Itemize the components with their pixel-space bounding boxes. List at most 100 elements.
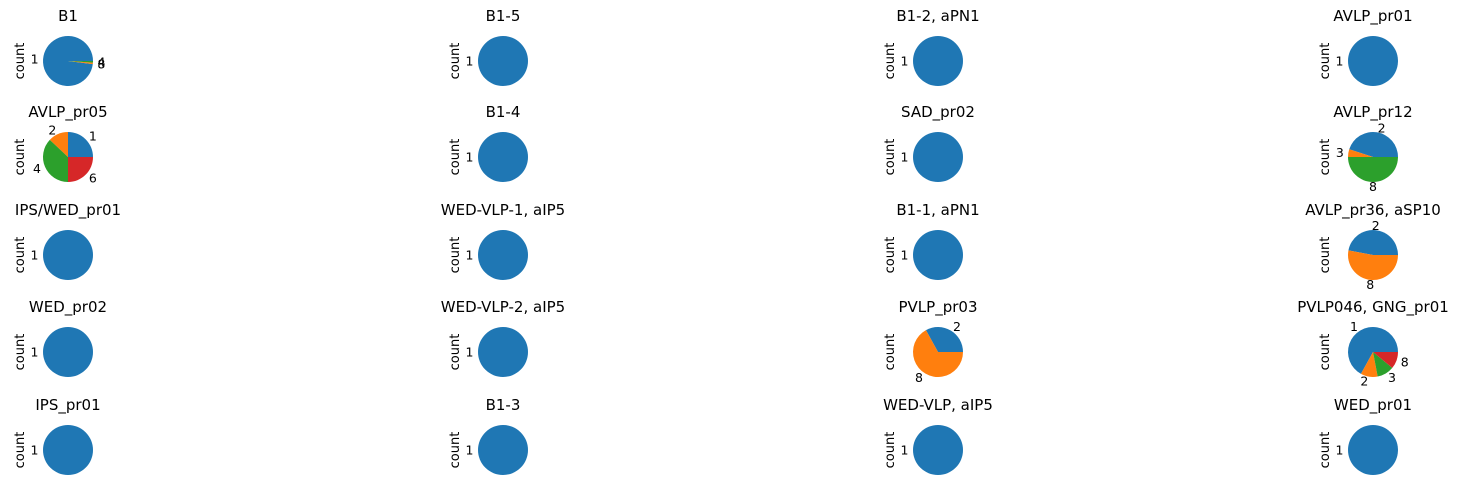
pie-slice bbox=[1348, 36, 1398, 86]
chart-title: PVLP046, GNG_pr01 bbox=[1297, 298, 1449, 317]
pie-slice bbox=[1348, 157, 1398, 182]
pie-chart: B1-3 count 1 bbox=[448, 396, 528, 475]
slice-label: 8 bbox=[97, 56, 105, 71]
slice-label: 2 bbox=[1360, 374, 1368, 389]
slice-label: 8 bbox=[1366, 277, 1374, 292]
slice-label: 1 bbox=[1336, 443, 1344, 458]
slice-label: 8 bbox=[915, 370, 923, 385]
slice-label: 1 bbox=[1350, 319, 1358, 334]
chart-title: PVLP_pr03 bbox=[899, 298, 978, 317]
pie-slice bbox=[1360, 352, 1378, 377]
slice-label: 8 bbox=[1369, 179, 1377, 194]
pie-slice bbox=[43, 327, 93, 377]
chart-title: B1-2, aPN1 bbox=[896, 7, 979, 25]
slice-label: 2 bbox=[1378, 120, 1386, 135]
pie-chart: AVLP_pr36, aSP10 count 2 8 bbox=[1305, 201, 1441, 292]
slice-label: 3 bbox=[1388, 370, 1396, 385]
chart-title: AVLP_pr05 bbox=[28, 103, 107, 122]
slice-label: 1 bbox=[31, 52, 39, 67]
pie-slice bbox=[42, 35, 93, 86]
y-axis-label: count bbox=[883, 237, 898, 274]
slice-label: 1 bbox=[901, 54, 909, 69]
slice-label: 8 bbox=[1401, 354, 1409, 369]
pie-slice bbox=[1348, 425, 1398, 475]
pie-slice bbox=[478, 230, 528, 280]
pie-slice bbox=[49, 132, 68, 157]
pie-slice bbox=[1348, 230, 1398, 255]
slice-label: 4 bbox=[97, 54, 105, 69]
chart-title: B1-4 bbox=[486, 103, 521, 121]
slice-label: 1 bbox=[31, 248, 39, 263]
chart-title: WED_pr02 bbox=[29, 298, 107, 317]
pie-slice bbox=[43, 425, 93, 475]
slice-label: 1 bbox=[466, 54, 474, 69]
pie-slice bbox=[68, 157, 93, 182]
pie-chart: WED-VLP-2, aIP5 count 1 bbox=[441, 298, 565, 377]
slice-label: 1 bbox=[901, 443, 909, 458]
y-axis-label: count bbox=[883, 432, 898, 469]
chart-title: SAD_pr02 bbox=[901, 103, 975, 122]
chart-title: B1-5 bbox=[486, 7, 521, 25]
pie-slice bbox=[1373, 352, 1398, 368]
slice-label: 1 bbox=[31, 443, 39, 458]
chart-title: AVLP_pr01 bbox=[1333, 7, 1412, 26]
pie-slice bbox=[68, 132, 93, 157]
chart-title: WED-VLP-2, aIP5 bbox=[441, 298, 565, 316]
slice-label: 1 bbox=[466, 345, 474, 360]
pie-chart: WED-VLP-1, aIP5 count 1 bbox=[441, 201, 565, 280]
y-axis-label: count bbox=[883, 334, 898, 371]
slice-label: 6 bbox=[89, 170, 97, 185]
slice-label: 1 bbox=[901, 150, 909, 165]
slice-label: 2 bbox=[953, 319, 961, 334]
pie-chart: B1-2, aPN1 count 1 bbox=[883, 7, 980, 86]
pie-slice bbox=[68, 61, 93, 63]
y-axis-label: count bbox=[883, 139, 898, 176]
y-axis-label: count bbox=[13, 43, 28, 80]
y-axis-label: count bbox=[13, 334, 28, 371]
y-axis-label: count bbox=[883, 43, 898, 80]
y-axis-label: count bbox=[13, 237, 28, 274]
chart-title: WED-VLP-1, aIP5 bbox=[441, 201, 565, 219]
y-axis-label: count bbox=[13, 432, 28, 469]
y-axis-label: count bbox=[448, 43, 463, 80]
slice-label: 1 bbox=[89, 129, 97, 144]
slice-label: 2 bbox=[48, 122, 56, 137]
pie-slice bbox=[43, 230, 93, 280]
pie-chart: WED-VLP, aIP5 count 1 bbox=[883, 396, 993, 475]
pie-slice bbox=[913, 132, 963, 182]
y-axis-label: count bbox=[1318, 237, 1333, 274]
pie-chart: B1-4 count 1 bbox=[448, 103, 528, 182]
pie-slice bbox=[1348, 326, 1398, 374]
slice-label: 1 bbox=[1336, 54, 1344, 69]
pie-slice bbox=[68, 61, 93, 65]
pie-slice bbox=[1348, 250, 1398, 281]
pie-slice bbox=[478, 36, 528, 86]
chart-title: WED_pr01 bbox=[1334, 396, 1412, 415]
pie-slice bbox=[478, 132, 528, 182]
pie-slice bbox=[913, 425, 963, 475]
pie-chart: B1 count 1 84 bbox=[13, 7, 105, 86]
y-axis-label: count bbox=[448, 139, 463, 176]
chart-title: B1 bbox=[58, 7, 78, 25]
chart-title: IPS/WED_pr01 bbox=[15, 201, 121, 220]
chart-title: B1-1, aPN1 bbox=[896, 201, 979, 219]
pie-slice bbox=[1349, 132, 1398, 157]
y-axis-label: count bbox=[448, 334, 463, 371]
slice-label: 1 bbox=[31, 345, 39, 360]
slice-label: 3 bbox=[1336, 145, 1344, 160]
slice-label: 1 bbox=[901, 248, 909, 263]
pie-slice bbox=[43, 139, 68, 182]
slice-label: 2 bbox=[1372, 218, 1380, 233]
y-axis-label: count bbox=[448, 237, 463, 274]
slice-label: 1 bbox=[466, 443, 474, 458]
pie-slice bbox=[912, 330, 963, 378]
chart-title: AVLP_pr36, aSP10 bbox=[1305, 201, 1441, 220]
chart-title: AVLP_pr12 bbox=[1333, 103, 1412, 122]
